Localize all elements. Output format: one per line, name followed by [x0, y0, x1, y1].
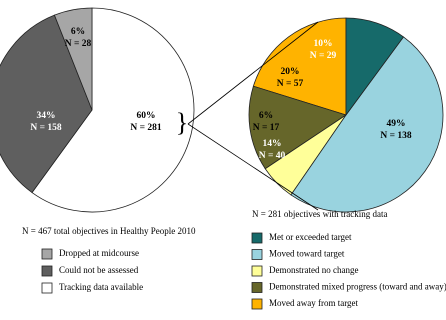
value-label: 6%	[259, 111, 273, 121]
n-label: N = 281	[130, 123, 162, 133]
n-label: N = 40	[259, 151, 286, 161]
n-label: N = 17	[253, 123, 280, 133]
pie-slice	[248, 85, 347, 170]
legend-swatch	[41, 265, 53, 277]
value-label: 10%	[314, 39, 333, 49]
legend-label: Demonstrated mixed progress (toward and …	[269, 282, 446, 292]
brace: }	[176, 108, 188, 137]
legend-swatch	[41, 282, 53, 294]
pie-slice	[252, 17, 347, 116]
pie-slice	[0, 14, 93, 194]
legend-label: Demonstrated no change	[269, 265, 358, 275]
legend-label: Could not be assessed	[59, 265, 139, 275]
legend-label: Dropped at midcourse	[59, 248, 139, 258]
value-label: 14%	[263, 139, 282, 149]
caption: N = 467 total objectives in Healthy Peop…	[22, 226, 196, 236]
caption: N = 281 objectives with tracking data	[252, 209, 388, 219]
legend-label: Tracking data available	[59, 282, 143, 292]
n-label: N = 57	[277, 79, 304, 89]
legend-swatch	[41, 248, 53, 260]
value-label: 49%	[387, 119, 406, 129]
value-label: 20%	[281, 67, 300, 77]
pie-slice	[53, 7, 93, 111]
value-label: 60%	[137, 111, 156, 121]
legend-label: Moved away from target	[269, 298, 359, 308]
legend-swatch	[251, 298, 263, 310]
pie-slice	[31, 7, 195, 213]
legend-swatch	[251, 282, 263, 293]
legend-label: Moved toward target	[269, 249, 345, 259]
pie-slice	[290, 36, 444, 213]
n-label: N = 138	[380, 131, 412, 141]
pie-slice	[345, 17, 405, 117]
n-label: N = 29	[310, 51, 337, 61]
n-label: N = 158	[30, 123, 62, 133]
n-label: N = 28	[65, 39, 92, 49]
value-label: 34%	[37, 111, 56, 121]
connector	[187, 123, 319, 211]
legend-swatch	[251, 265, 263, 277]
value-label: 6%	[71, 27, 85, 37]
connector	[187, 21, 319, 125]
legend-swatch	[251, 232, 263, 244]
legend-swatch	[251, 249, 263, 260]
legend-label: Met or exceeded target	[269, 232, 352, 242]
